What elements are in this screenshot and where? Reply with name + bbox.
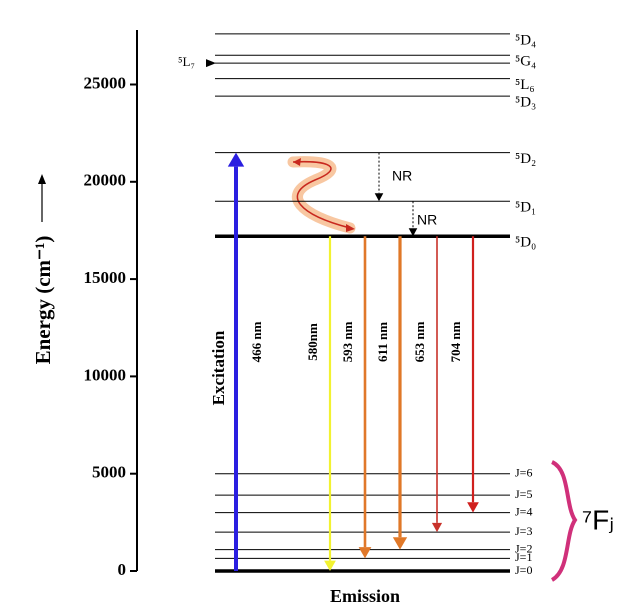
group-label: ⁷Fⱼ [582,504,614,535]
level-label: J=3 [515,524,532,538]
transition-arrow [467,236,479,513]
nr-label: NR [392,168,412,184]
arrow-head [227,152,245,167]
transition-label: 704 nm [448,321,463,362]
y-tick-label: 5000 [92,463,126,482]
level-label: ⁵L₇ [178,54,195,69]
label-pointer [206,59,216,68]
level-label: J=2 [515,541,532,555]
arrow-head [392,537,408,550]
nonradiative-arrow [374,152,384,202]
level-label: J=4 [515,504,532,518]
transition-label: 466 nm [249,321,264,362]
arrow-head [358,547,372,559]
relaxation-squiggle [287,156,356,234]
level-label: J=6 [515,465,532,479]
level-label: ⁵D₂ [515,151,536,167]
y-tick-label: 0 [118,560,127,579]
level-label: J=5 [515,487,532,501]
y-tick-label: 15000 [84,268,127,287]
y-axis-label: Energy (cm⁻¹) [31,236,55,365]
level-label: ⁵L₆ [515,77,535,93]
transition-arrow [324,236,336,571]
level-label: ⁵D₁ [515,200,536,216]
y-tick-label: 20000 [84,171,127,190]
arrow-head [408,228,418,237]
level-label: J=1 [515,550,532,564]
transition-label: 611 nm [375,322,390,362]
group-brace [550,460,578,582]
transition-arrow [392,236,408,550]
arrow-head [431,522,443,533]
level-label: ⁵D₀ [515,235,536,251]
level-label: ⁵G₄ [515,54,536,70]
arrow-head [374,193,384,202]
level-label: ⁵D₃ [515,95,536,111]
transition-label: 653 nm [412,321,427,362]
y-arrow [38,174,46,222]
transition-label: 593 nm [340,321,355,362]
transition-label: 580nm [305,323,320,361]
nonradiative-arrow [408,201,418,237]
x-axis-label: Emission [330,586,400,606]
transition-arrow [227,152,245,571]
arrow-head [324,560,336,571]
y-tick-label: 25000 [84,73,127,92]
excitation-label: Excitation [209,330,228,405]
level-label: ⁵D₄ [515,32,536,48]
y-tick-label: 10000 [84,365,127,384]
arrow-head [467,502,479,513]
transition-arrow [431,236,443,533]
transition-arrow [358,236,372,559]
level-label: J=0 [515,563,532,577]
nr-label: NR [417,211,437,227]
